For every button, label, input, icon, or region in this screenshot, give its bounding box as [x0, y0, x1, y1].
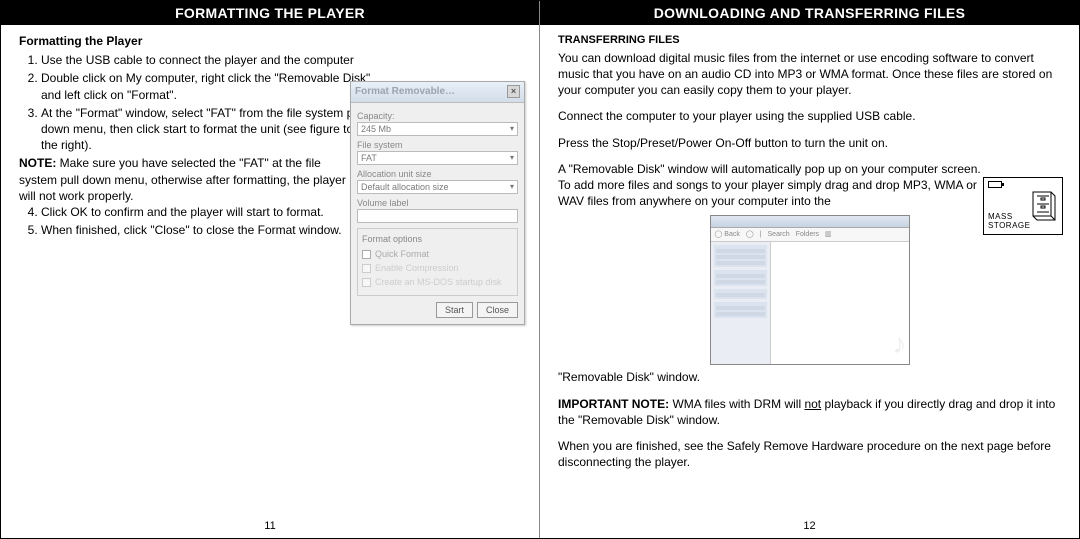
manual-spread: FORMATTING THE PLAYER Formatting the Pla…: [0, 0, 1080, 539]
capacity-label: Capacity:: [357, 110, 518, 122]
filesystem-label: File system: [357, 139, 518, 151]
volume-field: [357, 209, 518, 223]
filesystem-field: FAT ▾: [357, 151, 518, 165]
page-header-left: FORMATTING THE PLAYER: [1, 1, 539, 25]
page-body-left: Formatting the Player Use the USB cable …: [1, 25, 539, 538]
msdos-check: Create an MS-DOS startup disk: [362, 276, 513, 288]
back-label: Back: [724, 231, 740, 238]
close-icon: ×: [507, 85, 520, 98]
explorer-titlebar: [711, 216, 909, 228]
transfer-p4: A "Removable Disk" window will automatic…: [558, 161, 988, 177]
note-text: Make sure you have selected the "FAT" at…: [19, 156, 346, 202]
format-steps-cont: Click OK to confirm and the player will …: [19, 204, 349, 238]
alloc-value: Default allocation size: [361, 180, 449, 194]
capacity-field: 245 Mb ▾: [357, 122, 518, 136]
fwd-icon: ◯: [746, 230, 754, 239]
page-number-right: 12: [540, 520, 1079, 532]
explorer-caption: "Removable Disk" window.: [558, 369, 1061, 385]
separator: |: [760, 230, 762, 239]
transfer-p1: You can download digital music files fro…: [558, 50, 1061, 99]
explorer-figure: ◯ Back ◯ | Search Folders ▥ ♪: [710, 215, 910, 365]
subhead-formatting: Formatting the Player: [19, 33, 521, 49]
checkbox-icon: [362, 278, 371, 287]
explorer-body: ♪: [711, 242, 909, 364]
page-body-right: TRANSFERRING FILES You can download digi…: [540, 25, 1079, 538]
compress-label: Enable Compression: [375, 262, 459, 274]
chevron-down-icon: ▾: [510, 151, 514, 165]
important-not: not: [804, 397, 821, 411]
mass-storage-label: MASS STORAGE: [988, 213, 1030, 230]
format-step: Double click on My computer, right click…: [41, 70, 371, 102]
chevron-down-icon: ▾: [510, 180, 514, 194]
file-cabinet-icon: [1029, 188, 1059, 226]
alloc-field: Default allocation size ▾: [357, 180, 518, 194]
quickformat-check: Quick Format: [362, 248, 513, 260]
note-label: NOTE:: [19, 156, 56, 170]
explorer-toolbar: ◯ Back ◯ | Search Folders ▥: [711, 228, 909, 242]
important-note: IMPORTANT NOTE: WMA files with DRM will …: [558, 396, 1061, 428]
capacity-value: 245 Mb: [361, 122, 391, 136]
views-icon: ▥: [825, 230, 832, 239]
page-number-left: 11: [1, 520, 539, 532]
close-button: Close: [477, 302, 518, 318]
format-step: When finished, click "Close" to close th…: [41, 222, 349, 238]
explorer-sidebar: [711, 242, 771, 364]
filesystem-value: FAT: [361, 151, 377, 165]
battery-icon: [988, 181, 1002, 188]
back-button: ◯ Back: [715, 230, 740, 239]
subhead-transfer: TRANSFERRING FILES: [558, 33, 1061, 48]
format-step: At the "Format" window, select "FAT" fro…: [41, 105, 371, 154]
tasks-panel: [714, 302, 767, 318]
transfer-p5: To add more files and songs to your play…: [558, 177, 988, 209]
music-note-icon: ♪: [893, 325, 907, 363]
checkbox-icon: [362, 264, 371, 273]
important-text-a: WMA files with DRM will: [669, 397, 804, 411]
alloc-label: Allocation unit size: [357, 168, 518, 180]
tasks-panel: [714, 245, 767, 267]
page-right: DOWNLOADING AND TRANSFERRING FILES TRANS…: [540, 1, 1079, 538]
format-options-group: Format options Quick Format Enable Compr…: [357, 228, 518, 296]
page-header-right: DOWNLOADING AND TRANSFERRING FILES: [540, 1, 1079, 25]
format-note: NOTE: Make sure you have selected the "F…: [19, 155, 349, 204]
tasks-panel: [714, 289, 767, 299]
transfer-p2: Connect the computer to your player usin…: [558, 108, 988, 124]
important-label: IMPORTANT NOTE:: [558, 397, 669, 411]
mass-line2: STORAGE: [988, 221, 1030, 230]
tasks-panel: [714, 270, 767, 286]
transfer-last: When you are finished, see the Safely Re…: [558, 438, 1061, 470]
transfer-p3: Press the Stop/Preset/Power On-Off butto…: [558, 135, 988, 151]
format-dialog-figure: Format Removable… × Capacity: 245 Mb ▾ Fi…: [350, 81, 525, 325]
volume-label: Volume label: [357, 197, 518, 209]
msdos-label: Create an MS-DOS startup disk: [375, 276, 502, 288]
dialog-title: Format Removable…: [355, 85, 455, 99]
quickformat-label: Quick Format: [375, 248, 429, 260]
dialog-buttons: Start Close: [357, 302, 518, 318]
start-button: Start: [436, 302, 473, 318]
checkbox-icon: [362, 250, 371, 259]
format-options-label: Format options: [362, 233, 513, 245]
chevron-down-icon: ▾: [510, 122, 514, 136]
page-left: FORMATTING THE PLAYER Formatting the Pla…: [1, 1, 540, 538]
format-step: Click OK to confirm and the player will …: [41, 204, 349, 220]
dialog-body: Capacity: 245 Mb ▾ File system FAT ▾ Alloc…: [351, 103, 524, 324]
compress-check: Enable Compression: [362, 262, 513, 274]
folders-label: Folders: [796, 230, 819, 239]
dialog-titlebar: Format Removable… ×: [351, 82, 524, 103]
format-step: Use the USB cable to connect the player …: [41, 52, 521, 68]
search-label: Search: [768, 230, 790, 239]
mass-storage-figure: MASS STORAGE: [983, 177, 1063, 235]
explorer-content: ♪: [771, 242, 909, 364]
